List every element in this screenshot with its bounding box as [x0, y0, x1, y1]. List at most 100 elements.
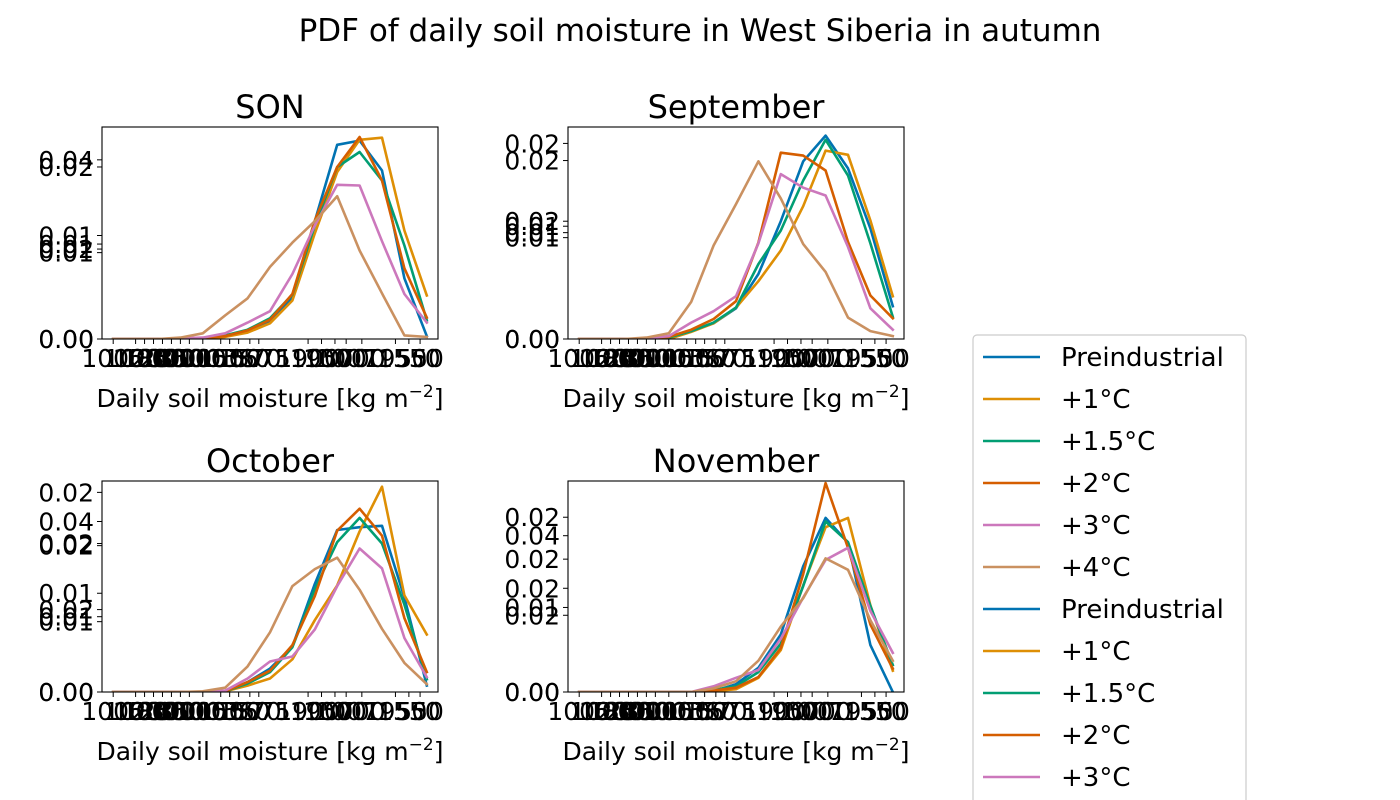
- x-tick-label: 1500: [579, 697, 643, 726]
- series-line-plus-4c: [577, 557, 895, 692]
- series-line-preindustrial: [111, 524, 429, 692]
- x-tick-label: 1575: [693, 697, 757, 726]
- x-tick-label: 1570: [684, 344, 748, 373]
- x-tick-label: 2000: [131, 697, 195, 726]
- x-tick-label: 700: [338, 697, 386, 726]
- x-tick-label: 2000: [597, 697, 661, 726]
- y-tick-label: 0.02: [38, 153, 94, 182]
- x-tick-label: 1500: [579, 344, 643, 373]
- x-tick-label: 550: [396, 697, 444, 726]
- series-lines: [577, 481, 895, 692]
- y-tick-label: 0.02: [38, 478, 94, 507]
- legend-label-preindustrial: Preindustrial: [1061, 343, 1224, 373]
- series-line-plus-2c: [577, 481, 895, 692]
- y-tick-label: 0.00: [38, 678, 94, 707]
- x-tick-label: 1800: [122, 344, 186, 373]
- x-tick-label: 1950: [756, 344, 820, 373]
- y-tick-label: 0.00: [38, 325, 94, 354]
- x-tick-label: 2000: [131, 344, 195, 373]
- x-tick-label: 1570: [218, 344, 282, 373]
- x-tick-label: 1550: [377, 344, 441, 373]
- y-tick-label: 0.02: [504, 574, 560, 603]
- x-tick-label: 3000: [615, 344, 679, 373]
- legend-label-plus-1c: +1°C: [1061, 385, 1130, 415]
- series-line-plus-1-5c: [111, 516, 429, 692]
- x-tick-label: 1950: [364, 344, 428, 373]
- x-axis-label: Daily soil moisture [kg m−2]: [563, 382, 910, 413]
- legend-box: [972, 334, 1247, 800]
- y-tick-label: 0.01: [38, 230, 94, 259]
- x-tick-label: 1550: [664, 344, 728, 373]
- x-tick-label: 1950: [830, 344, 894, 373]
- x-tick-label: 1900: [276, 697, 340, 726]
- y-tick-label: 0.02: [38, 235, 94, 264]
- series-line-plus-1c: [111, 485, 429, 692]
- x-tick-label: 1560: [673, 344, 737, 373]
- y-tick-label: 0.00: [38, 678, 94, 707]
- subplot-october: October0.000.000.010.010.020.010.020.020…: [38, 442, 444, 766]
- x-axis-label: Daily soil moisture [kg m−2]: [97, 382, 444, 413]
- y-tick-label: 0.01: [38, 608, 94, 637]
- figure-title: PDF of daily soil moisture in West Siber…: [299, 13, 1102, 49]
- x-tick-label: 550: [862, 697, 910, 726]
- x-tick-label: 1007: [314, 344, 378, 373]
- y-tick-label: 0.00: [504, 678, 560, 707]
- y-tick-label: 0.00: [504, 325, 560, 354]
- x-tick-label: 1560: [207, 344, 271, 373]
- x-tick-label: 1560: [207, 697, 271, 726]
- x-axis-label: Daily soil moisture [kg m−2]: [97, 735, 444, 766]
- x-tick-label: 3000: [149, 344, 213, 373]
- series-line-plus-1c: [577, 516, 895, 692]
- x-tick-label: 1500: [113, 344, 177, 373]
- x-tick-label: 3000: [149, 697, 213, 726]
- x-tick-label: 1570: [218, 697, 282, 726]
- series-line-plus-1c: [111, 136, 429, 339]
- x-tick-label: 1575: [693, 344, 757, 373]
- legend-label-plus-3c: +3°C: [1061, 763, 1130, 793]
- series-line-plus-2c: [111, 135, 429, 339]
- x-tick-label: 1000: [570, 697, 634, 726]
- x-tick-label: 1000: [303, 344, 367, 373]
- axes-frame: [101, 480, 439, 693]
- series-line-plus-1-5c: [577, 520, 895, 692]
- x-tick-label: 1900: [742, 697, 806, 726]
- x-tick-label: 1550: [664, 697, 728, 726]
- x-tick-label: 3000: [615, 697, 679, 726]
- x-tick-label: 1800: [588, 344, 652, 373]
- y-tick-label: 0.01: [38, 603, 94, 632]
- x-tick-label: 1550: [843, 697, 907, 726]
- subplot-title: November: [653, 442, 820, 480]
- x-tick-label: 1550: [198, 697, 262, 726]
- x-tick-label: 1000: [104, 697, 168, 726]
- x-tick-label: 1000: [769, 697, 833, 726]
- x-tick-label: 150: [197, 697, 245, 726]
- y-tick-label: 0.01: [504, 224, 560, 253]
- x-tick-label: 1550: [377, 697, 441, 726]
- y-tick-label: 0.02: [504, 147, 560, 176]
- y-tick-label: 0.02: [38, 532, 94, 561]
- subplot-november: November0.000.000.020.010.020.020.040.02…: [504, 442, 910, 766]
- y-tick-label: 0.04: [504, 522, 560, 551]
- x-tick-label: 1000: [303, 697, 367, 726]
- x-tick-label: 550: [396, 344, 444, 373]
- legend-label-plus-2c: +2°C: [1061, 721, 1130, 751]
- y-tick-label: 0.01: [38, 221, 94, 250]
- y-tick-label: 0.02: [504, 129, 560, 158]
- series-lines: [111, 135, 429, 339]
- x-axis-label: Daily soil moisture [kg m−2]: [563, 735, 910, 766]
- x-tick-label: 1007: [314, 697, 378, 726]
- series-line-plus-4c: [111, 556, 429, 692]
- series-line-plus-3c: [111, 183, 429, 339]
- x-tick-label: 1000: [104, 344, 168, 373]
- x-tick-label: 2000: [597, 344, 661, 373]
- x-tick-label: 700: [804, 344, 852, 373]
- axes-frame: [567, 480, 905, 693]
- series-line-plus-2c: [111, 507, 429, 692]
- x-tick-label: 1950: [364, 697, 428, 726]
- x-tick-label: 100: [179, 344, 227, 373]
- x-tick-label: 3500: [624, 344, 688, 373]
- x-tick-label: 3500: [158, 697, 222, 726]
- y-tick-label: 0.00: [504, 678, 560, 707]
- x-tick-label: 1950: [830, 697, 894, 726]
- series-line-preindustrial: [111, 139, 429, 339]
